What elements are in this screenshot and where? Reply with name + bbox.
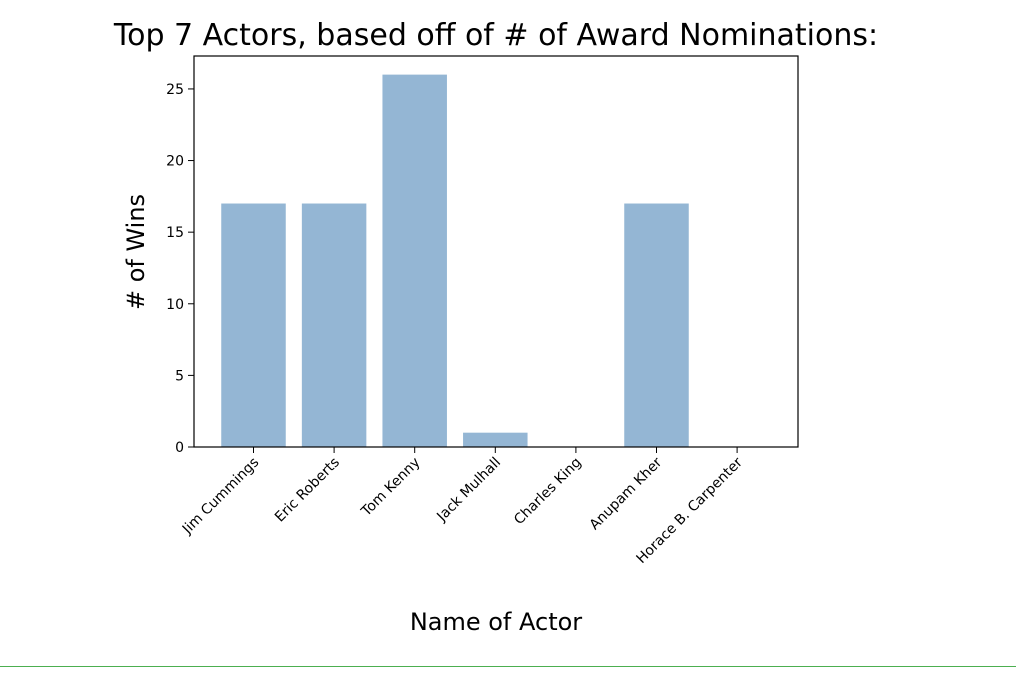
y-tick-label: 15 (166, 225, 184, 241)
x-tick-label: Anupam Kher (587, 454, 666, 533)
x-tick-label: Charles King (511, 455, 585, 529)
x-tick-label: Tom Kenny (358, 455, 424, 521)
bar-jack-mulhall (463, 432, 528, 447)
bar-anupam-kher (624, 203, 689, 447)
x-tick-label: Jim Cummings (179, 455, 262, 538)
bars-group (221, 74, 689, 448)
x-axis: Jim Cummings Eric Roberts Tom Kenny Jack Mu… (179, 447, 746, 567)
cell-divider (0, 666, 1016, 667)
y-axis-label: # of Wins (122, 194, 150, 310)
y-tick-label: 20 (166, 154, 184, 170)
x-tick-label: Jack Mulhall (433, 455, 504, 526)
y-axis: 0 5 10 15 20 25 (166, 82, 194, 456)
y-tick-label: 5 (175, 368, 184, 384)
y-tick-label: 0 (175, 440, 184, 456)
bar-jim-cummings (221, 203, 286, 447)
bar-eric-roberts (301, 203, 367, 447)
plot-frame (193, 55, 799, 448)
y-tick-label: 10 (166, 297, 184, 313)
y-tick-label: 25 (166, 82, 184, 98)
x-axis-label: Name of Actor (410, 608, 582, 636)
x-tick-label: Eric Roberts (272, 455, 343, 526)
bar-tom-kenny (382, 74, 447, 448)
chart-title: Top 7 Actors, based off of # of Award No… (113, 18, 878, 53)
